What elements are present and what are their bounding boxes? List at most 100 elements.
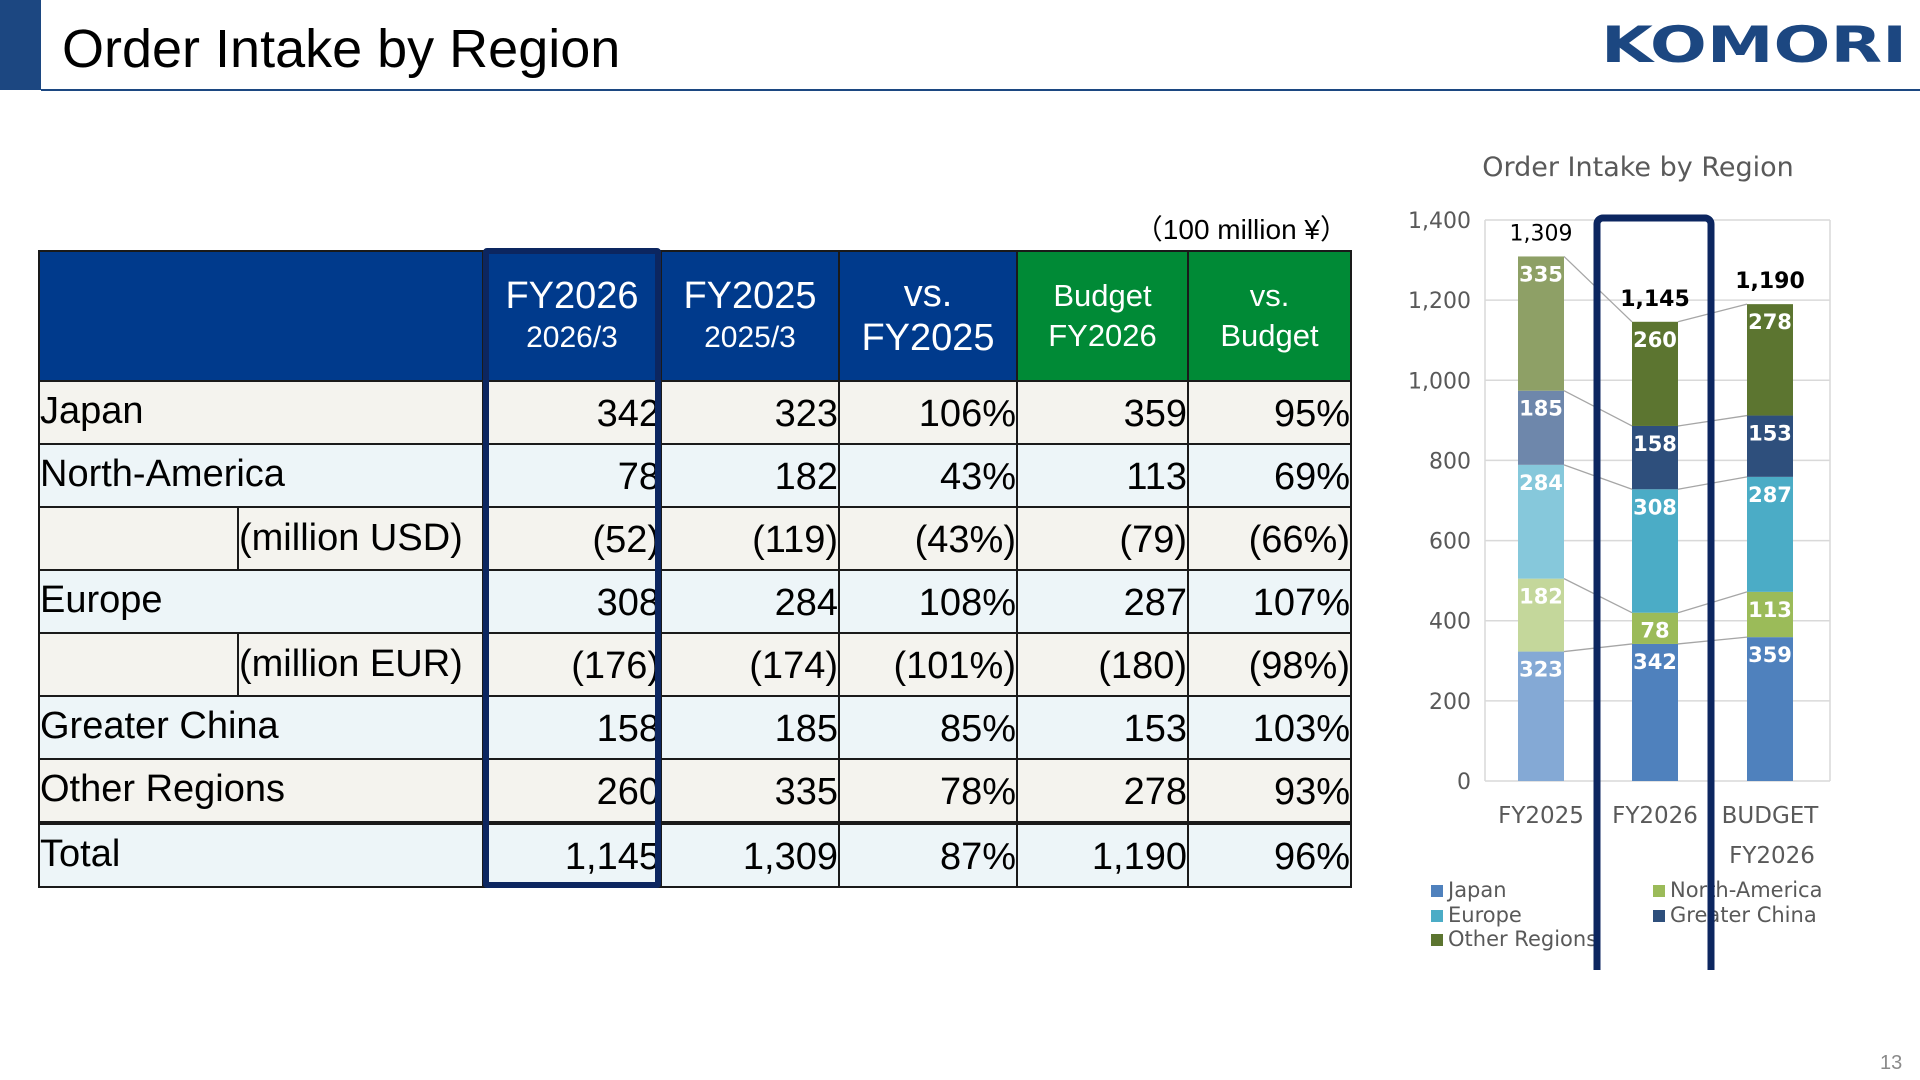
page-title: Order Intake by Region <box>62 19 621 79</box>
table-row-greater-china: Greater China 158 185 85% 153 103% <box>38 695 1352 760</box>
data-label: 185 <box>1519 397 1563 421</box>
unit-note: （100 million ¥） <box>1134 214 1348 245</box>
data-label: 182 <box>1519 585 1563 609</box>
cell-fy2026: 308 <box>482 569 662 634</box>
y-tick-label: 400 <box>1429 610 1471 635</box>
table-row-usd: (million USD) (52) (119) (43%) (79) (66%… <box>38 506 1352 571</box>
total-label: 1,190 <box>1735 269 1805 294</box>
bar-segment <box>1518 256 1564 391</box>
data-label: 113 <box>1748 598 1792 622</box>
legend-label: Greater China <box>1670 903 1817 927</box>
table-row-europe: Europe 308 284 108% 287 107% <box>38 569 1352 634</box>
row-sublabel: (million EUR) <box>237 632 484 697</box>
title-accent-bar <box>0 0 41 90</box>
cell-vs-fy2025: 108% <box>838 569 1018 634</box>
table-header-row: FY2026 2026/3 FY2025 2025/3 vs. FY2025 Budg… <box>38 250 1352 382</box>
row-label: Greater China <box>38 695 484 760</box>
indent-cell <box>38 632 239 697</box>
y-tick-label: 0 <box>1457 770 1471 795</box>
cell-vs-fy2025: 87% <box>838 821 1018 888</box>
cell-budget: 153 <box>1016 695 1189 760</box>
bar-segment <box>1747 637 1793 781</box>
table-row-japan: Japan 342 323 106% 359 95% <box>38 380 1352 445</box>
cell-budget: 287 <box>1016 569 1189 634</box>
legend-label: North-America <box>1670 878 1822 902</box>
data-label: 260 <box>1633 328 1677 352</box>
header-vs-fy2025: vs. FY2025 <box>838 250 1018 382</box>
legend-swatch <box>1431 934 1443 946</box>
legend-swatch <box>1653 910 1665 922</box>
chart-title: Order Intake by Region <box>1482 152 1794 183</box>
cell-fy2025: 1,309 <box>660 821 840 888</box>
cell-vs-budget: 69% <box>1187 443 1352 508</box>
bar-segment <box>1632 425 1678 490</box>
legend-label: Other Regions <box>1448 927 1597 951</box>
bar-segment <box>1518 390 1564 465</box>
cell-fy2026: 1,145 <box>482 821 662 888</box>
cell-vs-fy2025: 106% <box>838 380 1018 445</box>
title-divider <box>41 89 1920 91</box>
legend-swatch <box>1431 885 1443 897</box>
x-tick-label: BUDGET <box>1722 803 1820 829</box>
header-corner <box>38 250 484 382</box>
header-fy2026: FY2026 2026/3 <box>482 250 662 382</box>
x-tick-label: FY2026 <box>1729 843 1815 869</box>
legend-swatch <box>1653 885 1665 897</box>
cell-vs-fy2025: (43%) <box>838 506 1018 571</box>
bar-segment <box>1632 489 1678 613</box>
komori-logo: KOMORI <box>1601 22 1907 66</box>
cell-vs-fy2025: 85% <box>838 695 1018 760</box>
cell-budget: 359 <box>1016 380 1189 445</box>
y-tick-label: 1,400 <box>1408 209 1471 234</box>
cell-budget: (79) <box>1016 506 1189 571</box>
total-label: 1,145 <box>1620 287 1690 312</box>
page-number: 13 <box>1880 1052 1903 1074</box>
cell-fy2026: 78 <box>482 443 662 508</box>
table-row-north-america: North-America 78 182 43% 113 69% <box>38 443 1352 508</box>
cell-fy2026: 158 <box>482 695 662 760</box>
x-tick-label: FY2026 <box>1612 803 1698 829</box>
order-intake-table: FY2026 2026/3 FY2025 2025/3 vs. FY2025 Budg… <box>38 250 1352 888</box>
y-tick-label: 1,000 <box>1408 369 1471 394</box>
data-label: 335 <box>1519 262 1563 286</box>
table-row-eur: (million EUR) (176) (174) (101%) (180) (… <box>38 632 1352 697</box>
legend-swatch <box>1431 910 1443 922</box>
cell-vs-fy2025: (101%) <box>838 632 1018 697</box>
order-intake-chart: Order Intake by Region 323 182 284 185 335 1,… <box>1408 152 1831 970</box>
cell-budget: 113 <box>1016 443 1189 508</box>
legend-label: Japan <box>1446 878 1507 902</box>
bar-segment <box>1518 651 1564 781</box>
cell-budget: 1,190 <box>1016 821 1189 888</box>
data-label: 153 <box>1748 422 1792 446</box>
header-vs-budget: vs. Budget <box>1187 250 1352 382</box>
cell-vs-budget: 96% <box>1187 821 1352 888</box>
logo-text: KOMORI <box>1601 22 1907 66</box>
data-label: 158 <box>1633 432 1677 456</box>
data-label: 78 <box>1640 619 1669 643</box>
data-label: 323 <box>1519 658 1563 682</box>
row-label: Europe <box>38 569 484 634</box>
cell-fy2026: 342 <box>482 380 662 445</box>
data-label: 359 <box>1748 643 1792 667</box>
bar-segment <box>1747 415 1793 477</box>
cell-fy2026: (176) <box>482 632 662 697</box>
x-tick-label: FY2025 <box>1498 803 1584 829</box>
cell-budget: 278 <box>1016 758 1189 824</box>
cell-fy2025: 284 <box>660 569 840 634</box>
bar-segment <box>1747 476 1793 592</box>
table-row-total: Total 1,145 1,309 87% 1,190 96% <box>38 821 1352 888</box>
cell-vs-budget: (98%) <box>1187 632 1352 697</box>
row-label: Japan <box>38 380 484 445</box>
cell-fy2025: 185 <box>660 695 840 760</box>
bar-segment <box>1518 578 1564 652</box>
cell-vs-budget: (66%) <box>1187 506 1352 571</box>
legend-label: Europe <box>1448 903 1522 927</box>
table-row-other-regions: Other Regions 260 335 78% 278 93% <box>38 758 1352 824</box>
y-tick-label: 800 <box>1429 449 1471 474</box>
bar-segment <box>1747 591 1793 638</box>
cell-fy2026: (52) <box>482 506 662 571</box>
data-label: 284 <box>1519 471 1563 495</box>
header-fy2025: FY2025 2025/3 <box>660 250 840 382</box>
header-budget-fy2026: Budget FY2026 <box>1016 250 1189 382</box>
cell-fy2025: 323 <box>660 380 840 445</box>
